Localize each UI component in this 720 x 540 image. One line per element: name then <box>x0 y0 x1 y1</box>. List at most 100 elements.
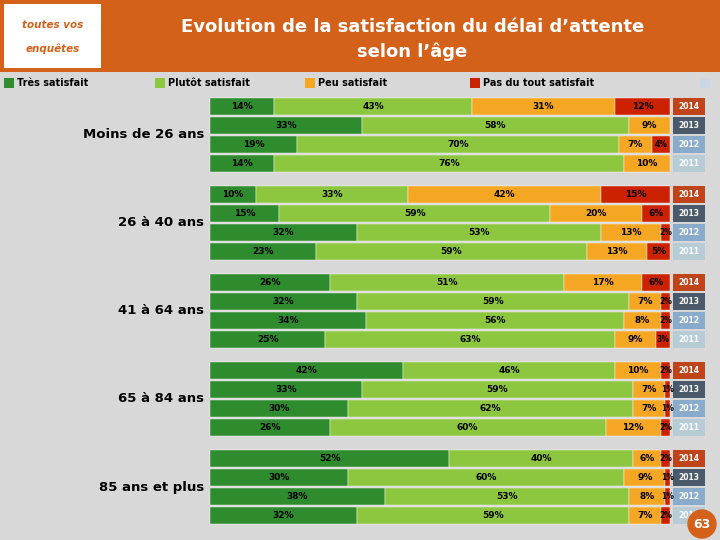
Text: 56%: 56% <box>485 316 506 325</box>
Bar <box>656 331 670 348</box>
Bar <box>633 381 665 398</box>
Bar <box>210 362 403 379</box>
Bar <box>357 507 629 524</box>
Text: 33%: 33% <box>275 385 297 394</box>
Bar <box>210 155 274 172</box>
Bar <box>673 469 705 486</box>
Bar <box>673 155 705 172</box>
Text: 40%: 40% <box>531 454 552 463</box>
Text: 7%: 7% <box>628 140 643 149</box>
Text: 2012: 2012 <box>678 316 700 325</box>
Text: 2012: 2012 <box>678 492 700 501</box>
Text: Moins de 26 ans: Moins de 26 ans <box>83 129 204 141</box>
Bar <box>652 136 670 153</box>
Bar <box>210 293 357 310</box>
Bar <box>210 419 330 436</box>
Text: 2%: 2% <box>659 511 672 520</box>
Text: 2011: 2011 <box>678 511 700 520</box>
Bar <box>210 98 274 115</box>
Bar <box>470 78 480 88</box>
Bar <box>408 186 601 203</box>
Bar <box>366 312 624 329</box>
Bar <box>325 331 615 348</box>
Text: 7%: 7% <box>637 297 652 306</box>
Bar <box>4 4 101 68</box>
Bar <box>665 400 670 417</box>
Text: 2014: 2014 <box>678 278 700 287</box>
Bar <box>155 78 165 88</box>
Bar <box>673 117 705 134</box>
Text: 26%: 26% <box>259 278 281 287</box>
Text: 2013: 2013 <box>678 297 700 306</box>
Text: 6%: 6% <box>649 278 664 287</box>
Text: 13%: 13% <box>620 228 642 237</box>
Text: 46%: 46% <box>498 366 520 375</box>
Text: 2%: 2% <box>659 423 672 432</box>
Text: 33%: 33% <box>321 190 343 199</box>
Bar <box>673 381 705 398</box>
Text: 9%: 9% <box>637 473 652 482</box>
Bar <box>673 186 705 203</box>
Bar <box>661 507 670 524</box>
Bar <box>297 136 619 153</box>
Bar <box>661 293 670 310</box>
Text: 32%: 32% <box>273 297 294 306</box>
Text: 41 à 64 ans: 41 à 64 ans <box>118 305 204 318</box>
Bar <box>330 274 564 291</box>
Text: 59%: 59% <box>487 385 508 394</box>
Text: 51%: 51% <box>436 278 458 287</box>
Text: 31%: 31% <box>533 102 554 111</box>
Text: enquêtes: enquêtes <box>25 44 80 54</box>
Bar <box>673 243 705 260</box>
Bar <box>673 507 705 524</box>
Text: 2%: 2% <box>659 316 672 325</box>
Bar <box>661 419 670 436</box>
Text: Plutôt satisfait: Plutôt satisfait <box>168 78 250 88</box>
Text: 63: 63 <box>693 517 711 530</box>
Text: Evolution de la satisfaction du délai d’attente: Evolution de la satisfaction du délai d’… <box>181 18 644 36</box>
Text: 7%: 7% <box>642 404 657 413</box>
Bar <box>316 243 588 260</box>
Text: selon l’âge: selon l’âge <box>357 43 467 61</box>
Text: 30%: 30% <box>269 473 289 482</box>
Bar <box>588 243 647 260</box>
Text: 12%: 12% <box>631 102 653 111</box>
Bar <box>629 293 661 310</box>
Bar <box>210 507 357 524</box>
Text: 2%: 2% <box>659 297 672 306</box>
Bar <box>615 362 661 379</box>
Bar <box>449 450 633 467</box>
Bar <box>472 98 615 115</box>
Text: 6%: 6% <box>649 209 664 218</box>
Bar <box>673 274 705 291</box>
Text: 4%: 4% <box>654 140 667 149</box>
Text: 23%: 23% <box>252 247 274 256</box>
Bar <box>642 205 670 222</box>
Bar <box>601 224 661 241</box>
Text: 2011: 2011 <box>678 247 700 256</box>
Text: 9%: 9% <box>628 335 643 344</box>
Bar <box>673 362 705 379</box>
Bar <box>210 488 384 505</box>
Text: toutes vos: toutes vos <box>22 20 83 30</box>
Text: 2014: 2014 <box>678 454 700 463</box>
Text: 2011: 2011 <box>678 159 700 168</box>
Text: 5%: 5% <box>651 247 666 256</box>
Text: 59%: 59% <box>482 297 504 306</box>
Bar <box>210 186 256 203</box>
Bar <box>256 186 408 203</box>
Bar <box>700 78 710 88</box>
Text: 9%: 9% <box>642 121 657 130</box>
Bar <box>624 312 661 329</box>
Bar <box>348 400 633 417</box>
Text: Pas du tout satisfait: Pas du tout satisfait <box>483 78 594 88</box>
Bar <box>661 312 670 329</box>
Text: 2%: 2% <box>659 366 672 375</box>
Bar <box>624 469 665 486</box>
Text: 2014: 2014 <box>678 366 700 375</box>
Bar <box>362 381 633 398</box>
Bar <box>665 469 670 486</box>
Text: 62%: 62% <box>480 404 501 413</box>
Text: 2011: 2011 <box>678 423 700 432</box>
Bar <box>673 136 705 153</box>
